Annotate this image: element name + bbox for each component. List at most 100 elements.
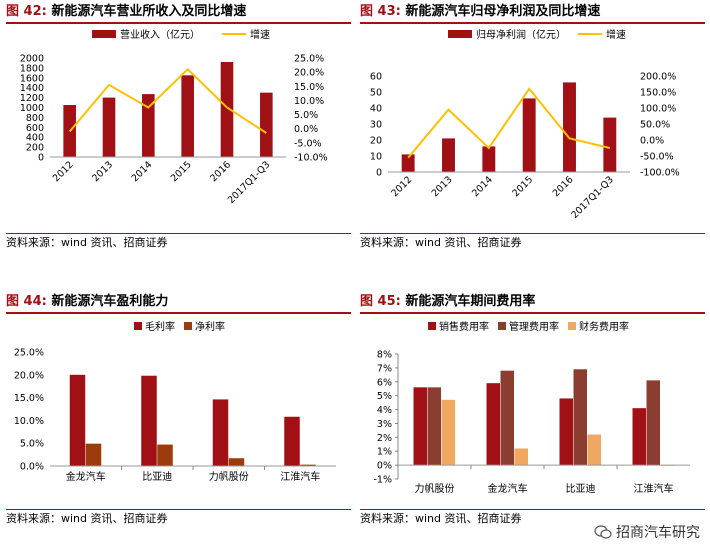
bar: [514, 448, 528, 466]
bar: [442, 138, 455, 172]
figure-title: 新能源汽车盈利能力: [51, 294, 169, 309]
bar: [559, 398, 573, 466]
y-left-tick-label: 1400: [20, 83, 44, 94]
figure-label: 图 43:: [360, 4, 401, 19]
bar: [181, 75, 194, 157]
legend-label: 增速: [250, 28, 270, 41]
bar: [300, 464, 316, 466]
legend-swatch-bar: [448, 30, 472, 38]
figure-title: 新能源汽车期间费用率: [405, 294, 536, 309]
bar: [157, 444, 173, 466]
growth-line: [407, 87, 611, 159]
source-note: 资料来源：wind 资讯、招商证券: [360, 512, 522, 525]
bar: [220, 61, 234, 157]
bar: [522, 98, 536, 172]
watermark-text: 招商汽车研究: [616, 525, 700, 541]
y-left-tick-label: 20: [370, 136, 382, 147]
legend-label: 销售费用率: [439, 320, 489, 333]
legend-swatch: [568, 322, 576, 330]
y-left-tick-label: 2000: [20, 54, 44, 65]
bar: [632, 408, 646, 466]
legend-label: 净利率: [195, 320, 225, 333]
bar: [603, 117, 617, 172]
figure-44-title: 图 44: 新能源汽车盈利能力: [6, 293, 351, 311]
bar: [284, 416, 300, 466]
y-tick-label: 5.0%: [20, 439, 44, 450]
x-tick-label: 金龙汽车: [66, 470, 106, 483]
x-tick-label: 2017Q1-Q3: [226, 159, 273, 206]
bar: [413, 387, 427, 466]
x-tick-label: 江淮汽车: [634, 482, 674, 495]
legend-swatch: [134, 322, 142, 330]
source-divider: [360, 509, 705, 510]
bar: [573, 369, 587, 466]
title-divider: [6, 312, 351, 314]
y-left-tick-label: 0: [376, 168, 382, 179]
source-divider: [6, 509, 351, 510]
y-left-tick-label: 1200: [20, 93, 44, 104]
legend-label: 毛利率: [145, 320, 175, 333]
watermark: 招商汽车研究: [594, 522, 700, 542]
y-right-tick-label: -50.0%: [640, 152, 674, 163]
bar: [500, 370, 514, 466]
y-tick-label: 4%: [377, 405, 392, 416]
bar: [142, 94, 155, 157]
bar: [141, 375, 157, 466]
bar: [102, 97, 116, 157]
x-tick-label: 2013: [90, 159, 115, 184]
y-right-tick-label: 10.0%: [294, 96, 324, 107]
legend-label: 财务费用率: [579, 320, 629, 333]
y-right-tick-label: 200.0%: [640, 72, 676, 83]
bar: [212, 399, 229, 466]
x-tick-label: 2012: [389, 174, 414, 199]
y-tick-label: 7%: [377, 363, 392, 374]
y-left-tick-label: 600: [26, 123, 44, 134]
bar: [587, 434, 601, 466]
bar: [427, 387, 441, 466]
chart-expense-ratio: 销售费用率 管理费用率 财务费用率 -1% 0% 1% 2% 3% 4% 5% 6% 7% 8% 力帆股份…: [374, 320, 690, 495]
x-tick-label: 比亚迪: [142, 471, 172, 483]
bar: [646, 380, 660, 466]
source-note: 资料来源：wind 资讯、招商证券: [6, 236, 168, 249]
title-divider: [360, 312, 705, 314]
y-left-tick-label: 30: [370, 120, 382, 131]
y-tick-label: -1%: [374, 475, 393, 486]
chart-net-profit: 归母净利润（亿元） 增速 0 10 20 30 40 50 60 -100.0% -50.0% 0.0…: [370, 28, 680, 221]
chart-revenue: 营业收入（亿元） 增速020040060080010001200140016001…: [20, 28, 328, 206]
x-tick-label: 江淮汽车: [280, 470, 320, 483]
x-tick-label: 金龙汽车: [488, 482, 528, 495]
x-tick-label: 2015: [169, 159, 194, 184]
figure-title: 新能源汽车营业所收入及同比增速: [51, 4, 247, 19]
bar: [69, 374, 86, 466]
growth-line: [68, 67, 267, 134]
bar: [486, 383, 500, 466]
x-tick-label: 2014: [470, 174, 495, 199]
legend-swatch-bar: [92, 30, 116, 38]
y-tick-label: 25.0%: [14, 348, 44, 359]
figure-42: 图 42: 新能源汽车营业所收入及同比增速 营业收入（亿元） 增速 0 200 400 6…: [6, 0, 351, 255]
y-right-tick-label: -5.0%: [294, 138, 322, 149]
y-right-tick-label: -10.0%: [294, 153, 328, 164]
y-left-tick-label: 200: [26, 143, 44, 154]
bar: [401, 154, 415, 172]
figure-43-title: 图 43: 新能源汽车归母净利润及同比增速: [360, 3, 705, 21]
legend-swatch: [184, 322, 192, 330]
x-tick-label: 2015: [510, 174, 535, 199]
x-tick-label: 2016: [551, 174, 576, 199]
y-right-tick-label: -100.0%: [640, 168, 680, 179]
x-tick-label: 2013: [430, 174, 455, 199]
x-tick-label: 2012: [51, 159, 76, 184]
y-tick-label: 8%: [377, 350, 392, 361]
y-right-tick-label: 0.0%: [640, 136, 664, 147]
title-divider: [360, 22, 705, 24]
y-left-tick-label: 0: [38, 153, 44, 164]
y-tick-label: 2%: [377, 433, 392, 444]
figure-42-title: 图 42: 新能源汽车营业所收入及同比增速: [6, 3, 351, 21]
chart-profitability: 毛利率 净利率 0.0% 5.0% 10.0% 15.0% 20.0% 25.0% 金龙汽车 比亚…: [14, 320, 336, 483]
figure-44: 图 44: 新能源汽车盈利能力 毛利率 净利率 0.0% 5.0% 10.0% 15.0%…: [6, 290, 351, 550]
bar: [441, 399, 455, 466]
y-tick-label: 0.0%: [20, 462, 44, 473]
legend-swatch: [498, 322, 506, 330]
y-tick-label: 10.0%: [14, 416, 44, 427]
bar: [85, 443, 102, 466]
